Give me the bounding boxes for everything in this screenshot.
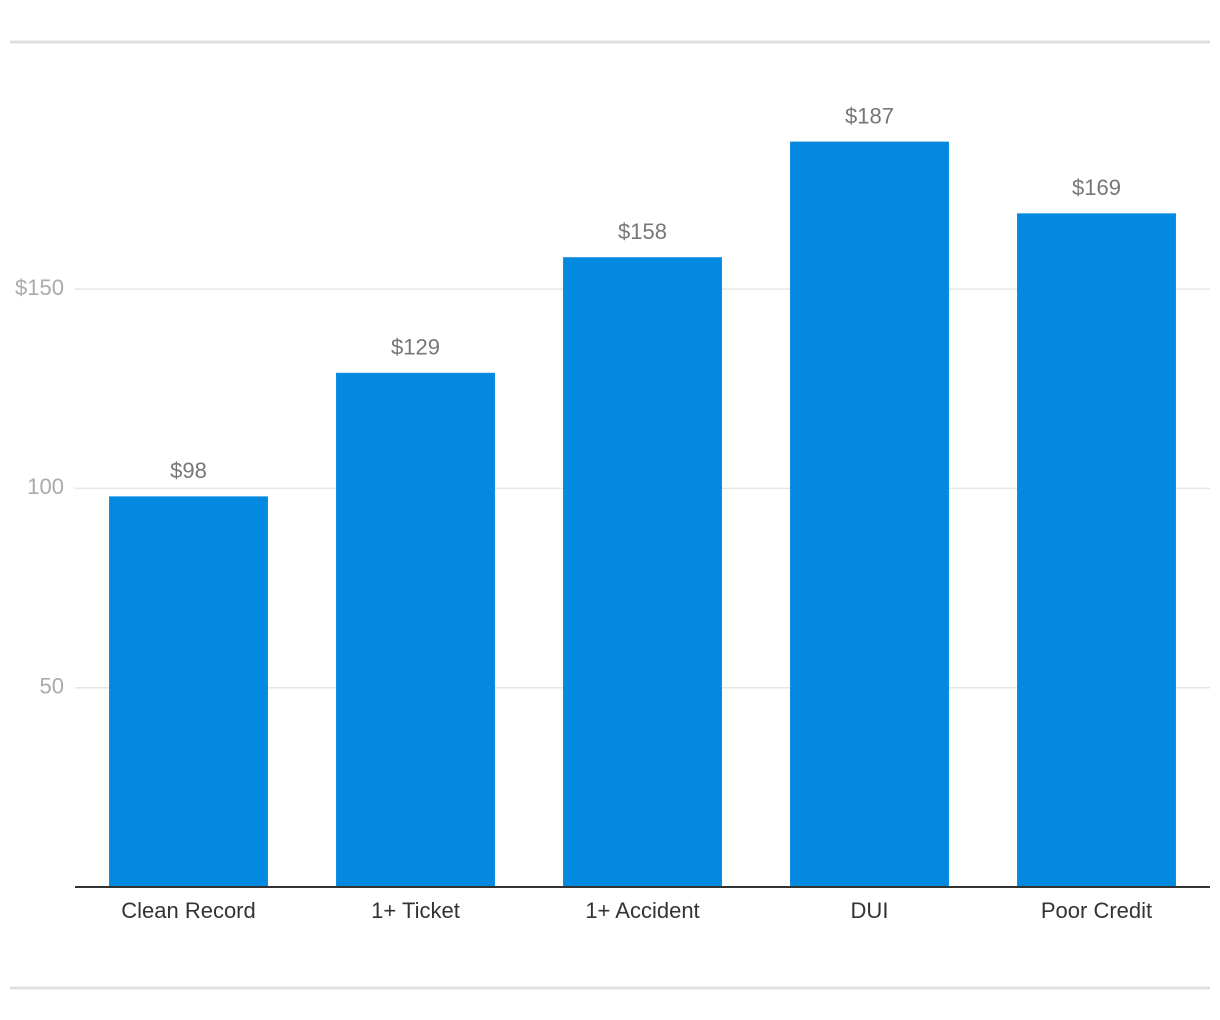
x-tick-label: 1+ Ticket: [371, 898, 460, 923]
bar: [336, 372, 495, 887]
bar: [563, 257, 722, 887]
x-tick-label: 1+ Accident: [585, 898, 699, 923]
x-tick-label: Poor Credit: [1041, 898, 1152, 923]
value-label: $169: [1072, 175, 1121, 200]
x-tick-label: Clean Record: [121, 898, 256, 923]
bar: [790, 141, 949, 888]
bar: [1017, 213, 1176, 888]
bar: [109, 496, 268, 887]
value-label: $187: [845, 103, 894, 128]
value-label: $129: [391, 335, 440, 360]
y-tick-label: $150: [15, 275, 64, 300]
y-tick-label: 100: [27, 474, 64, 499]
value-label: $158: [618, 219, 667, 244]
value-label: $98: [170, 458, 207, 483]
y-tick-label: 50: [40, 674, 64, 699]
x-tick-label: DUI: [851, 898, 889, 923]
